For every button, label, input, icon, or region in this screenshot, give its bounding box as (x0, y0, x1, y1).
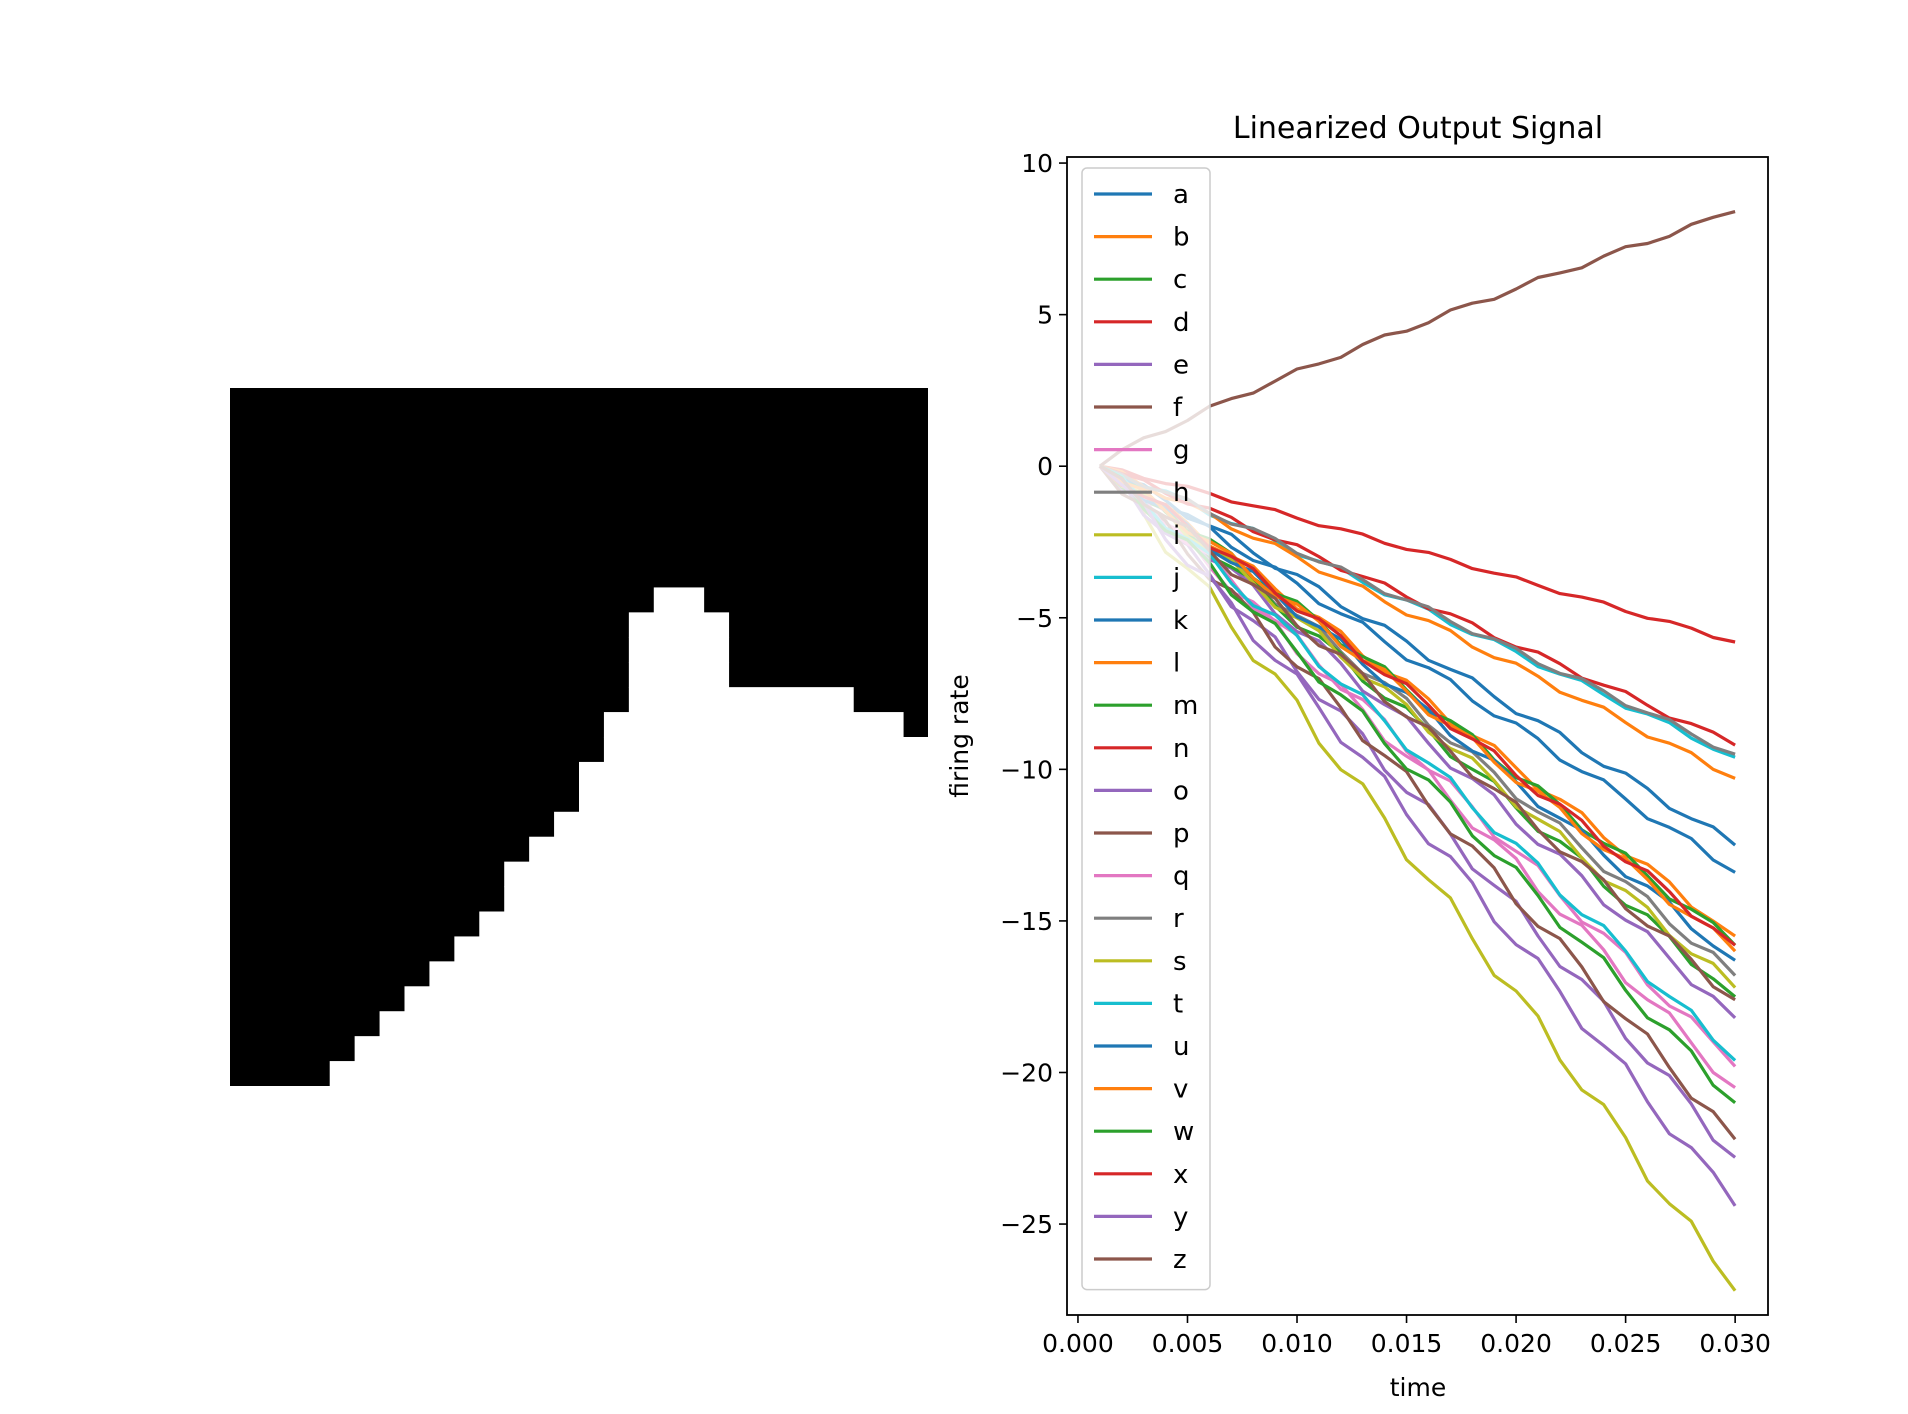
image-pixel-run (479, 911, 929, 937)
image-pixel-run (628, 687, 854, 713)
thumbs-up-image (230, 388, 929, 1087)
image-pixel-run (329, 1061, 929, 1087)
image-pixel-run (579, 761, 929, 788)
legend-label-k: k (1173, 606, 1188, 636)
x-tick-label: 0.010 (1261, 1329, 1333, 1358)
y-tick-label: −5 (1016, 604, 1053, 633)
legend-label-e: e (1173, 350, 1189, 380)
image-pixel-run (603, 712, 904, 738)
x-tick-label: 0.025 (1590, 1329, 1662, 1358)
x-tick-label: 0.030 (1699, 1329, 1771, 1358)
legend-label-u: u (1173, 1032, 1189, 1062)
legend-label-q: q (1173, 862, 1190, 892)
image-pixel-run (454, 936, 929, 962)
legend-label-f: f (1173, 393, 1183, 423)
image-pixel-run (529, 836, 929, 863)
legend-label-p: p (1173, 819, 1190, 849)
legend-label-j: j (1172, 563, 1180, 593)
y-tick-label: −10 (1000, 755, 1053, 784)
y-tick-label: −25 (1000, 1210, 1053, 1239)
image-pixel-run (554, 811, 929, 838)
x-tick-label: 0.020 (1480, 1329, 1552, 1358)
y-tick-label: −20 (1000, 1058, 1053, 1087)
x-axis-ticks: 0.000 0.005 0.010 0.015 0.020 0.025 0.030 (1042, 1315, 1771, 1358)
y-axis-ticks: 10 5 0 −5 −10 −15 −20 −25 (1000, 149, 1067, 1239)
legend-label-o: o (1173, 776, 1189, 806)
legend-label-w: w (1173, 1117, 1194, 1147)
legend-label-x: x (1173, 1160, 1188, 1190)
image-pixel-run (404, 986, 929, 1012)
image-pixel-run (504, 886, 929, 912)
legend-label-i: i (1173, 521, 1180, 551)
image-pixel-run (603, 737, 929, 763)
y-tick-label: 0 (1037, 452, 1053, 481)
y-axis-label: firing rate (945, 674, 974, 797)
legend-label-g: g (1173, 436, 1190, 466)
image-pixel-run (354, 1036, 929, 1062)
y-tick-label: 10 (1021, 149, 1053, 178)
chart-title: Linearized Output Signal (1233, 111, 1603, 146)
image-pixel-run (653, 587, 705, 613)
x-axis-label: time (1390, 1373, 1446, 1402)
legend-label-l: l (1173, 649, 1180, 679)
x-tick-label: 0.000 (1042, 1329, 1114, 1358)
legend-label-n: n (1173, 734, 1189, 764)
image-pixel-run (579, 786, 929, 813)
y-tick-label: −15 (1000, 907, 1053, 936)
image-pixel-run (504, 861, 929, 888)
image-pixel-run (429, 961, 929, 987)
legend-label-h: h (1173, 478, 1189, 508)
image-pixel-run (628, 662, 730, 688)
legend-label-b: b (1173, 223, 1190, 253)
legend-label-s: s (1173, 947, 1187, 977)
legend-label-y: y (1173, 1202, 1188, 1232)
legend-label-d: d (1173, 308, 1190, 338)
legend-label-t: t (1173, 989, 1183, 1019)
plot-frame (1066, 156, 1769, 1316)
image-pixel-run (379, 1011, 929, 1037)
x-tick-label: 0.015 (1371, 1329, 1443, 1358)
y-tick-label: 5 (1037, 301, 1053, 330)
legend-label-c: c (1173, 265, 1187, 295)
legend-label-a: a (1173, 180, 1189, 210)
legend-label-v: v (1173, 1075, 1188, 1105)
legend-label-m: m (1173, 691, 1198, 721)
legend-label-r: r (1173, 904, 1184, 934)
x-tick-label: 0.005 (1152, 1329, 1224, 1358)
legend-label-z: z (1173, 1245, 1187, 1275)
line-chart: Linearized Output Signal 0.000 0.005 0.010… (945, 111, 1771, 1402)
image-pixel-run (628, 637, 730, 663)
image-pixel-run (628, 612, 730, 638)
